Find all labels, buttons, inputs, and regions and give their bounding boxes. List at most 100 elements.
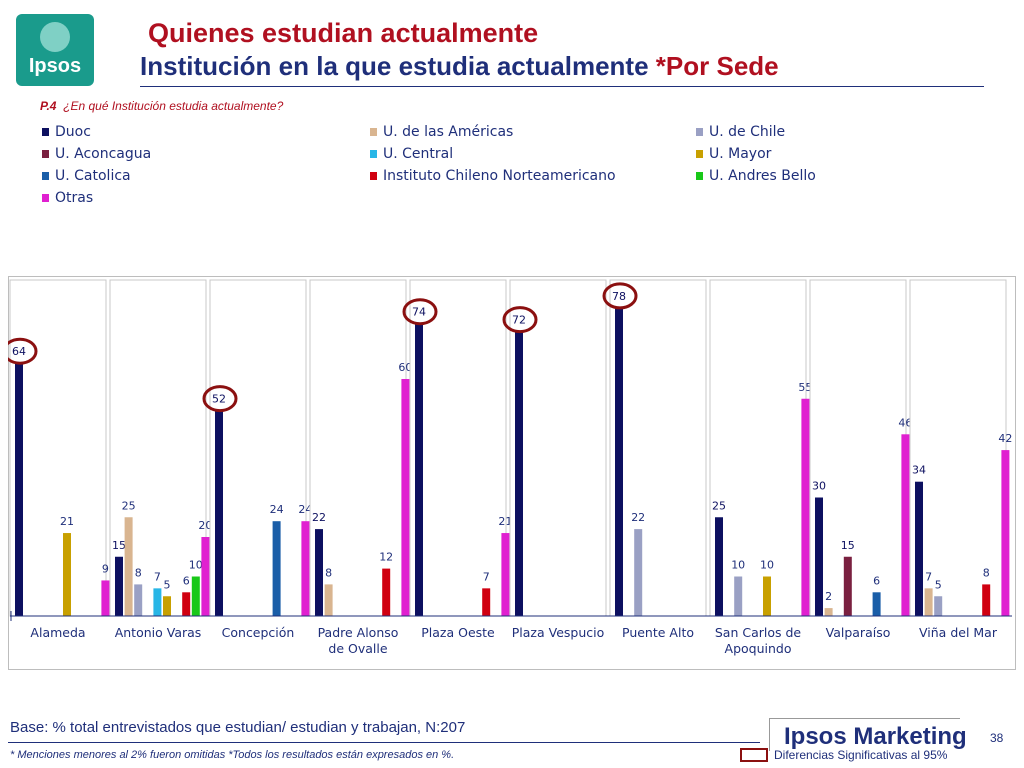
- legend-label: U. de las Américas: [383, 124, 514, 140]
- category-label-line: Puente Alto: [622, 625, 694, 640]
- category-panel: [309, 279, 407, 617]
- data-label: 2: [825, 590, 832, 603]
- bar: [482, 588, 491, 616]
- category-label: Antonio Varas: [115, 625, 202, 640]
- category-panel: [609, 279, 707, 617]
- legend-swatch: [370, 172, 377, 180]
- data-label: 10: [731, 559, 745, 572]
- legend-swatch: [42, 150, 49, 158]
- category-panel: [509, 279, 607, 617]
- bar: [101, 580, 110, 616]
- bar: [872, 592, 881, 616]
- legend-label: Instituto Chileno Norteamericano: [383, 168, 616, 184]
- bar: [134, 584, 143, 616]
- data-label: 12: [379, 551, 393, 564]
- data-label: 42: [998, 432, 1012, 445]
- significance-marker: [602, 282, 638, 310]
- data-label: 7: [483, 570, 490, 583]
- category-label-line: Antonio Varas: [115, 625, 202, 640]
- data-label: 25: [122, 499, 136, 512]
- bar: [715, 517, 723, 616]
- legend-swatch: [42, 172, 49, 180]
- legend-swatch: [696, 128, 703, 136]
- legend-label: U. Mayor: [709, 146, 772, 162]
- footnote-percent: *Todos los resultados están expresados e…: [228, 749, 455, 761]
- data-label: 6: [873, 574, 880, 587]
- bar: [615, 307, 623, 616]
- data-label: 6: [183, 574, 190, 587]
- data-label: 60: [398, 361, 412, 374]
- data-label: 10: [189, 559, 203, 572]
- bar-chart: 64 21 9 Alameda 15 25 8 7 5 6 10 20 Antonio Varas 52 2…: [2, 276, 1016, 670]
- ipsos-logo: Ipsos: [16, 14, 94, 86]
- category-label-line: de Ovalle: [328, 641, 387, 656]
- bar: [272, 521, 281, 616]
- category-label-line: Concepción: [222, 625, 295, 640]
- category-label-line: Plaza Vespucio: [512, 625, 605, 640]
- category-label: Viña del Mar: [919, 625, 998, 640]
- chart-legend: Duoc U. de las Américas U. de Chile U. Acon…: [42, 122, 942, 218]
- data-label: 72: [512, 314, 526, 327]
- data-label: 21: [60, 515, 74, 528]
- category-label: San Carlos de Apoquindo: [715, 625, 802, 656]
- category-panel: [809, 279, 907, 617]
- bar: [15, 363, 23, 616]
- data-label: 46: [898, 416, 912, 429]
- significance-marker: [202, 385, 238, 413]
- legend-swatch: [370, 128, 377, 136]
- legend-swatch: [42, 128, 49, 136]
- bar: [801, 398, 810, 616]
- bar: [115, 556, 123, 616]
- bar: [934, 596, 943, 616]
- legend-item: Otras: [42, 188, 93, 208]
- bar: [634, 529, 643, 616]
- data-label: 7: [925, 570, 932, 583]
- subtitle-main: Institución en la que estudia actualment…: [140, 51, 649, 81]
- legend-item: U. Central: [370, 144, 453, 164]
- data-label: 55: [798, 381, 812, 394]
- bar: [191, 576, 200, 616]
- bar: [315, 529, 323, 616]
- bar: [382, 568, 391, 616]
- data-label: 5: [935, 578, 942, 591]
- legend-item: U. de las Américas: [370, 122, 513, 142]
- category-label-line: Viña del Mar: [919, 625, 998, 640]
- legend-label: U. Catolica: [55, 168, 131, 184]
- legend-swatch: [42, 194, 49, 202]
- category-label: Plaza Oeste: [421, 625, 495, 640]
- category-panel: [709, 279, 807, 617]
- data-label: 52: [212, 393, 226, 406]
- legend-label: Duoc: [55, 124, 91, 140]
- bar: [215, 410, 223, 616]
- bar: [415, 323, 423, 616]
- data-label: 64: [12, 345, 26, 358]
- question-code: P.4: [40, 99, 57, 113]
- category-label: Concepción: [222, 625, 295, 640]
- page-title: Quienes estudian actualmente: [148, 18, 539, 48]
- legend-item: U. Catolica: [42, 166, 131, 186]
- legend-swatch: [696, 150, 703, 158]
- page-subtitle: Institución en la que estudia actualment…: [140, 51, 779, 82]
- legend-item: U. Mayor: [696, 144, 771, 164]
- bar: [815, 497, 823, 616]
- category-label: Puente Alto: [622, 625, 694, 640]
- data-label: 15: [841, 539, 855, 552]
- bar: [734, 576, 743, 616]
- data-label: 21: [498, 515, 512, 528]
- bar: [843, 556, 852, 616]
- legend-label: Otras: [55, 190, 94, 206]
- bar: [515, 331, 523, 616]
- data-label: 24: [270, 503, 284, 516]
- data-label: 34: [912, 464, 926, 477]
- legend-swatch: [370, 150, 377, 158]
- question-text: P.4 ¿En qué Institución estudia actualme…: [40, 99, 283, 113]
- bar: [824, 608, 833, 616]
- category-label-line: Alameda: [30, 625, 85, 640]
- significance-marker: [502, 306, 538, 334]
- legend-label: U. Central: [383, 146, 454, 162]
- bar: [924, 588, 933, 616]
- brand-frame: [769, 718, 960, 751]
- data-label: 8: [325, 566, 332, 579]
- bar: [182, 592, 191, 616]
